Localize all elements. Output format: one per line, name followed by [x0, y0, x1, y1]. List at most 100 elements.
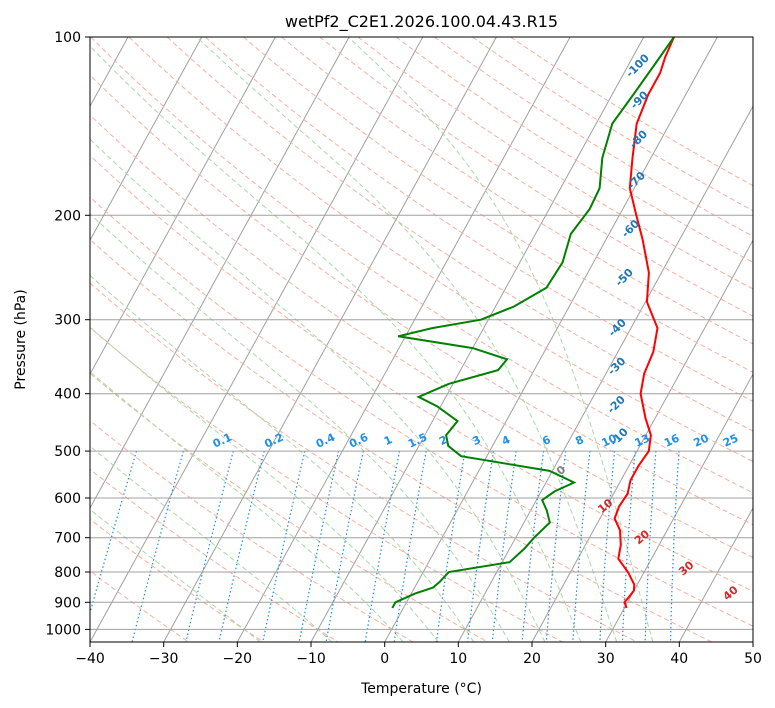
isobars — [90, 37, 753, 630]
dry-adiabat-line — [395, 37, 753, 263]
dry-adiabat-line — [434, 37, 753, 237]
isotherm-line — [90, 37, 203, 242]
x-axis: −40 −30 −20 −10 0 10 20 30 40 50 — [75, 642, 762, 667]
y-tick-label: 600 — [54, 491, 81, 507]
x-tick-label: −10 — [296, 651, 326, 667]
dry-adiabat-line — [357, 37, 753, 290]
mixing-ratio-line — [572, 451, 591, 642]
mixing-ratio-label: 4 — [500, 433, 513, 448]
isotherm-line — [678, 506, 753, 642]
mixing-ratio-label: 25 — [721, 432, 740, 450]
moist-adiabat-line — [347, 37, 654, 642]
moist-adiabat-label: -50 — [613, 266, 636, 289]
isotherm-line — [90, 37, 350, 510]
x-tick-label: 50 — [744, 651, 762, 667]
moist-adiabat-label: -70 — [625, 169, 648, 192]
mixing-ratio-label: 1 — [382, 433, 394, 448]
mixing-ratio-label: 10 — [600, 431, 620, 449]
dry-adiabat-label: 0 — [554, 463, 568, 478]
y-tick-label: 100 — [54, 30, 81, 46]
mixing-ratio-line — [131, 450, 184, 642]
isotherm-line — [90, 37, 276, 376]
dry-adiabat-line — [90, 37, 753, 494]
y-axis-label: Pressure (hPa) — [13, 289, 29, 389]
mixing-ratio-line — [491, 451, 517, 642]
y-tick-label: 200 — [54, 208, 81, 224]
dry-adiabat-line — [90, 154, 753, 592]
x-axis-label: Temperature (°C) — [360, 681, 482, 697]
x-tick-label: 10 — [449, 651, 467, 667]
dry-adiabat-line — [510, 37, 753, 187]
dry-adiabat-line — [166, 37, 753, 432]
moist-adiabat-line — [196, 37, 618, 642]
mixing-ratio-line — [521, 451, 545, 642]
moist-adiabat-line — [90, 508, 261, 642]
mixing-ratio-line — [90, 450, 138, 615]
mixing-ratio-label: 3 — [470, 433, 482, 448]
mixing-ratio-label: 6 — [540, 433, 553, 448]
dry-adiabat-line — [90, 518, 264, 642]
moist-adiabat-line — [90, 326, 439, 642]
mixing-ratio-label: 16 — [662, 431, 682, 449]
isotherm-line — [605, 373, 753, 642]
mixing-ratio-line — [599, 451, 616, 642]
mixing-ratio-line — [393, 450, 427, 642]
moist-adiabat-label: -80 — [627, 127, 650, 150]
isotherm-line — [752, 640, 753, 642]
mixing-ratio-label: 0.1 — [211, 431, 234, 451]
mixing-ratio-line — [325, 450, 364, 642]
dry-adiabat-line — [243, 37, 753, 373]
dry-adiabat-label: 40 — [721, 583, 741, 603]
y-tick-label: 300 — [54, 313, 81, 329]
moist-adiabat-label: -30 — [605, 354, 628, 377]
mixing-ratio-line — [669, 451, 680, 642]
mixing-ratio-label: 30 — [751, 431, 771, 449]
x-tick-label: 30 — [597, 651, 615, 667]
moist-adiabat-line — [90, 213, 510, 642]
dry-adiabat-line — [90, 114, 753, 559]
dry-adiabat-label: 10 — [595, 496, 615, 516]
dry-adiabat-label: 30 — [676, 558, 696, 578]
moist-adiabat-line — [90, 45, 582, 642]
x-tick-label: 0 — [380, 651, 389, 667]
mixing-ratio-label: 13 — [633, 432, 652, 450]
series-lines — [391, 37, 675, 609]
x-tick-label: −40 — [75, 651, 105, 667]
moist-adiabat-label: -90 — [628, 88, 651, 111]
background-lines — [90, 37, 753, 642]
mixing-ratio-line — [218, 450, 265, 642]
isotherm-line — [457, 105, 753, 642]
isotherm-line — [384, 37, 718, 642]
y-tick-label: 1000 — [45, 622, 81, 638]
x-tick-label: −20 — [223, 651, 253, 667]
mixing-ratio-line — [262, 450, 306, 642]
y-tick-label: 900 — [54, 595, 81, 611]
isotherm-line — [236, 37, 571, 642]
x-tick-label: −30 — [149, 651, 179, 667]
dry-adiabat-line — [281, 37, 753, 345]
isotherm-line — [90, 37, 424, 642]
dry-adiabat-line — [319, 37, 753, 317]
y-tick-label: 700 — [54, 531, 81, 547]
mixing-ratio-line — [466, 451, 495, 642]
dry-adiabat-line — [90, 326, 563, 642]
plot-frame — [89, 36, 754, 643]
moist-adiabat-label: -60 — [619, 217, 642, 240]
mixing-ratio-line — [644, 451, 657, 642]
moist-adiabat-line — [90, 445, 333, 642]
mixing-ratio-line — [435, 450, 466, 642]
isotherm-line — [531, 239, 753, 642]
dry-adiabat-line — [90, 196, 753, 627]
moist-adiabat-line — [90, 274, 475, 642]
moist-adiabat-label: -100 — [623, 51, 652, 80]
isotherm-line — [163, 37, 497, 642]
dry-adiabat-line — [90, 282, 638, 642]
mixing-ratio-line — [298, 450, 340, 642]
mixing-ratio-label: 0.2 — [262, 431, 285, 451]
y-tick-label: 800 — [54, 565, 81, 581]
chart-title: wetPf2_C2E1.2026.100.04.43.R15 — [285, 12, 558, 32]
moist-adiabat-line — [90, 370, 404, 642]
dewpoint-profile-line — [391, 37, 675, 609]
moist-adiabat-line — [90, 138, 546, 642]
